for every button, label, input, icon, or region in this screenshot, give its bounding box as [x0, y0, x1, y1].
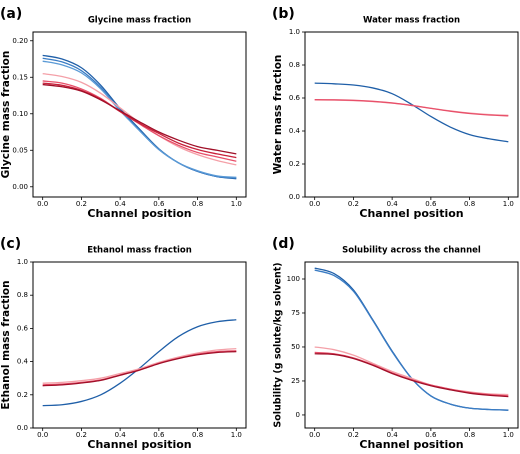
x-tick-label: 0.4	[115, 431, 127, 439]
y-tick-label: 50	[291, 343, 300, 351]
x-tick-label: 1.0	[231, 431, 242, 439]
y-tick-label: 0.10	[12, 110, 28, 118]
axes-frame	[304, 31, 519, 198]
y-tick-label: 0.4	[17, 358, 29, 366]
y-tick-label: 25	[291, 377, 300, 385]
x-tick-label: 0.0	[309, 200, 320, 208]
y-tick-label: 0.8	[17, 291, 28, 299]
x-tick-label: 0.6	[153, 200, 165, 208]
series-line	[314, 99, 509, 116]
y-tick-label: 0.6	[17, 324, 29, 332]
series-line	[314, 346, 509, 396]
y-axis-label: Water mass fraction	[272, 55, 284, 175]
x-tick-label: 0.8	[192, 200, 203, 208]
x-tick-label: 0.6	[153, 431, 165, 439]
series-line	[314, 269, 509, 411]
x-tick-label: 0.2	[76, 200, 87, 208]
x-tick-label: 0.4	[387, 431, 399, 439]
x-axis-label: Channel position	[359, 438, 463, 451]
y-axis-label: Solubility (g solute/kg solvent)	[273, 262, 284, 427]
x-tick-label: 0.0	[37, 431, 48, 439]
chart-title: Ethanol mass fraction	[87, 246, 192, 256]
y-tick-label: 0	[296, 411, 300, 419]
series-line	[42, 60, 237, 178]
panel-label: (a)	[0, 6, 22, 22]
y-tick-label: 0.20	[12, 37, 28, 45]
series-line	[314, 267, 509, 411]
x-axis-label: Channel position	[359, 207, 463, 220]
y-tick-label: 0.4	[289, 127, 301, 135]
series-line	[42, 82, 237, 159]
panel-label: (b)	[272, 6, 295, 22]
x-axis-label: Channel position	[87, 207, 191, 220]
x-axis-label: Channel position	[87, 438, 191, 451]
series-line	[42, 350, 237, 387]
series-line	[42, 57, 237, 179]
x-tick-label: 1.0	[231, 200, 242, 208]
x-tick-label: 0.8	[192, 431, 203, 439]
panel-label: (d)	[272, 236, 295, 252]
series-line	[314, 99, 509, 117]
y-tick-label: 0.6	[289, 94, 301, 102]
x-tick-label: 0.0	[37, 200, 48, 208]
x-tick-label: 0.2	[348, 431, 359, 439]
x-tick-label: 0.2	[348, 200, 359, 208]
x-tick-label: 0.4	[387, 200, 399, 208]
axes-frame	[32, 261, 247, 429]
series-line	[42, 54, 237, 180]
x-tick-label: 0.8	[464, 431, 475, 439]
y-tick-label: 0.0	[289, 193, 300, 201]
y-tick-label: 0.2	[289, 160, 300, 168]
panel-label: (c)	[0, 236, 21, 252]
y-axis-label: Ethanol mass fraction	[0, 280, 12, 409]
chart-title: Glycine mass fraction	[88, 16, 191, 26]
y-tick-label: 1.0	[17, 258, 28, 266]
series-line	[314, 82, 509, 143]
x-tick-label: 0.4	[115, 200, 127, 208]
x-tick-label: 0.0	[309, 431, 320, 439]
y-tick-label: 0.05	[12, 146, 28, 154]
axes-frame	[304, 261, 519, 429]
series-line	[42, 319, 237, 407]
y-tick-label: 0.00	[12, 183, 28, 191]
x-tick-label: 0.8	[464, 200, 475, 208]
y-tick-label: 1.0	[289, 28, 300, 36]
y-tick-label: 0.0	[17, 424, 28, 432]
x-tick-label: 1.0	[503, 200, 514, 208]
series-line	[42, 348, 237, 384]
series-line	[314, 351, 509, 397]
axes-frame	[32, 31, 247, 198]
y-tick-label: 0.15	[12, 73, 28, 81]
y-tick-label: 75	[291, 309, 300, 317]
chart-title: Solubility across the channel	[342, 246, 481, 256]
series-line	[314, 353, 509, 398]
series-line	[42, 83, 237, 155]
x-tick-label: 0.6	[425, 431, 437, 439]
x-tick-label: 0.2	[76, 431, 87, 439]
y-tick-label: 0.2	[17, 391, 28, 399]
chart-title: Water mass fraction	[363, 16, 460, 26]
x-tick-label: 0.6	[425, 200, 437, 208]
y-tick-label: 0.8	[289, 61, 300, 69]
x-tick-label: 1.0	[503, 431, 514, 439]
y-axis-label: Glycine mass fraction	[0, 51, 12, 179]
y-tick-label: 100	[287, 275, 300, 283]
